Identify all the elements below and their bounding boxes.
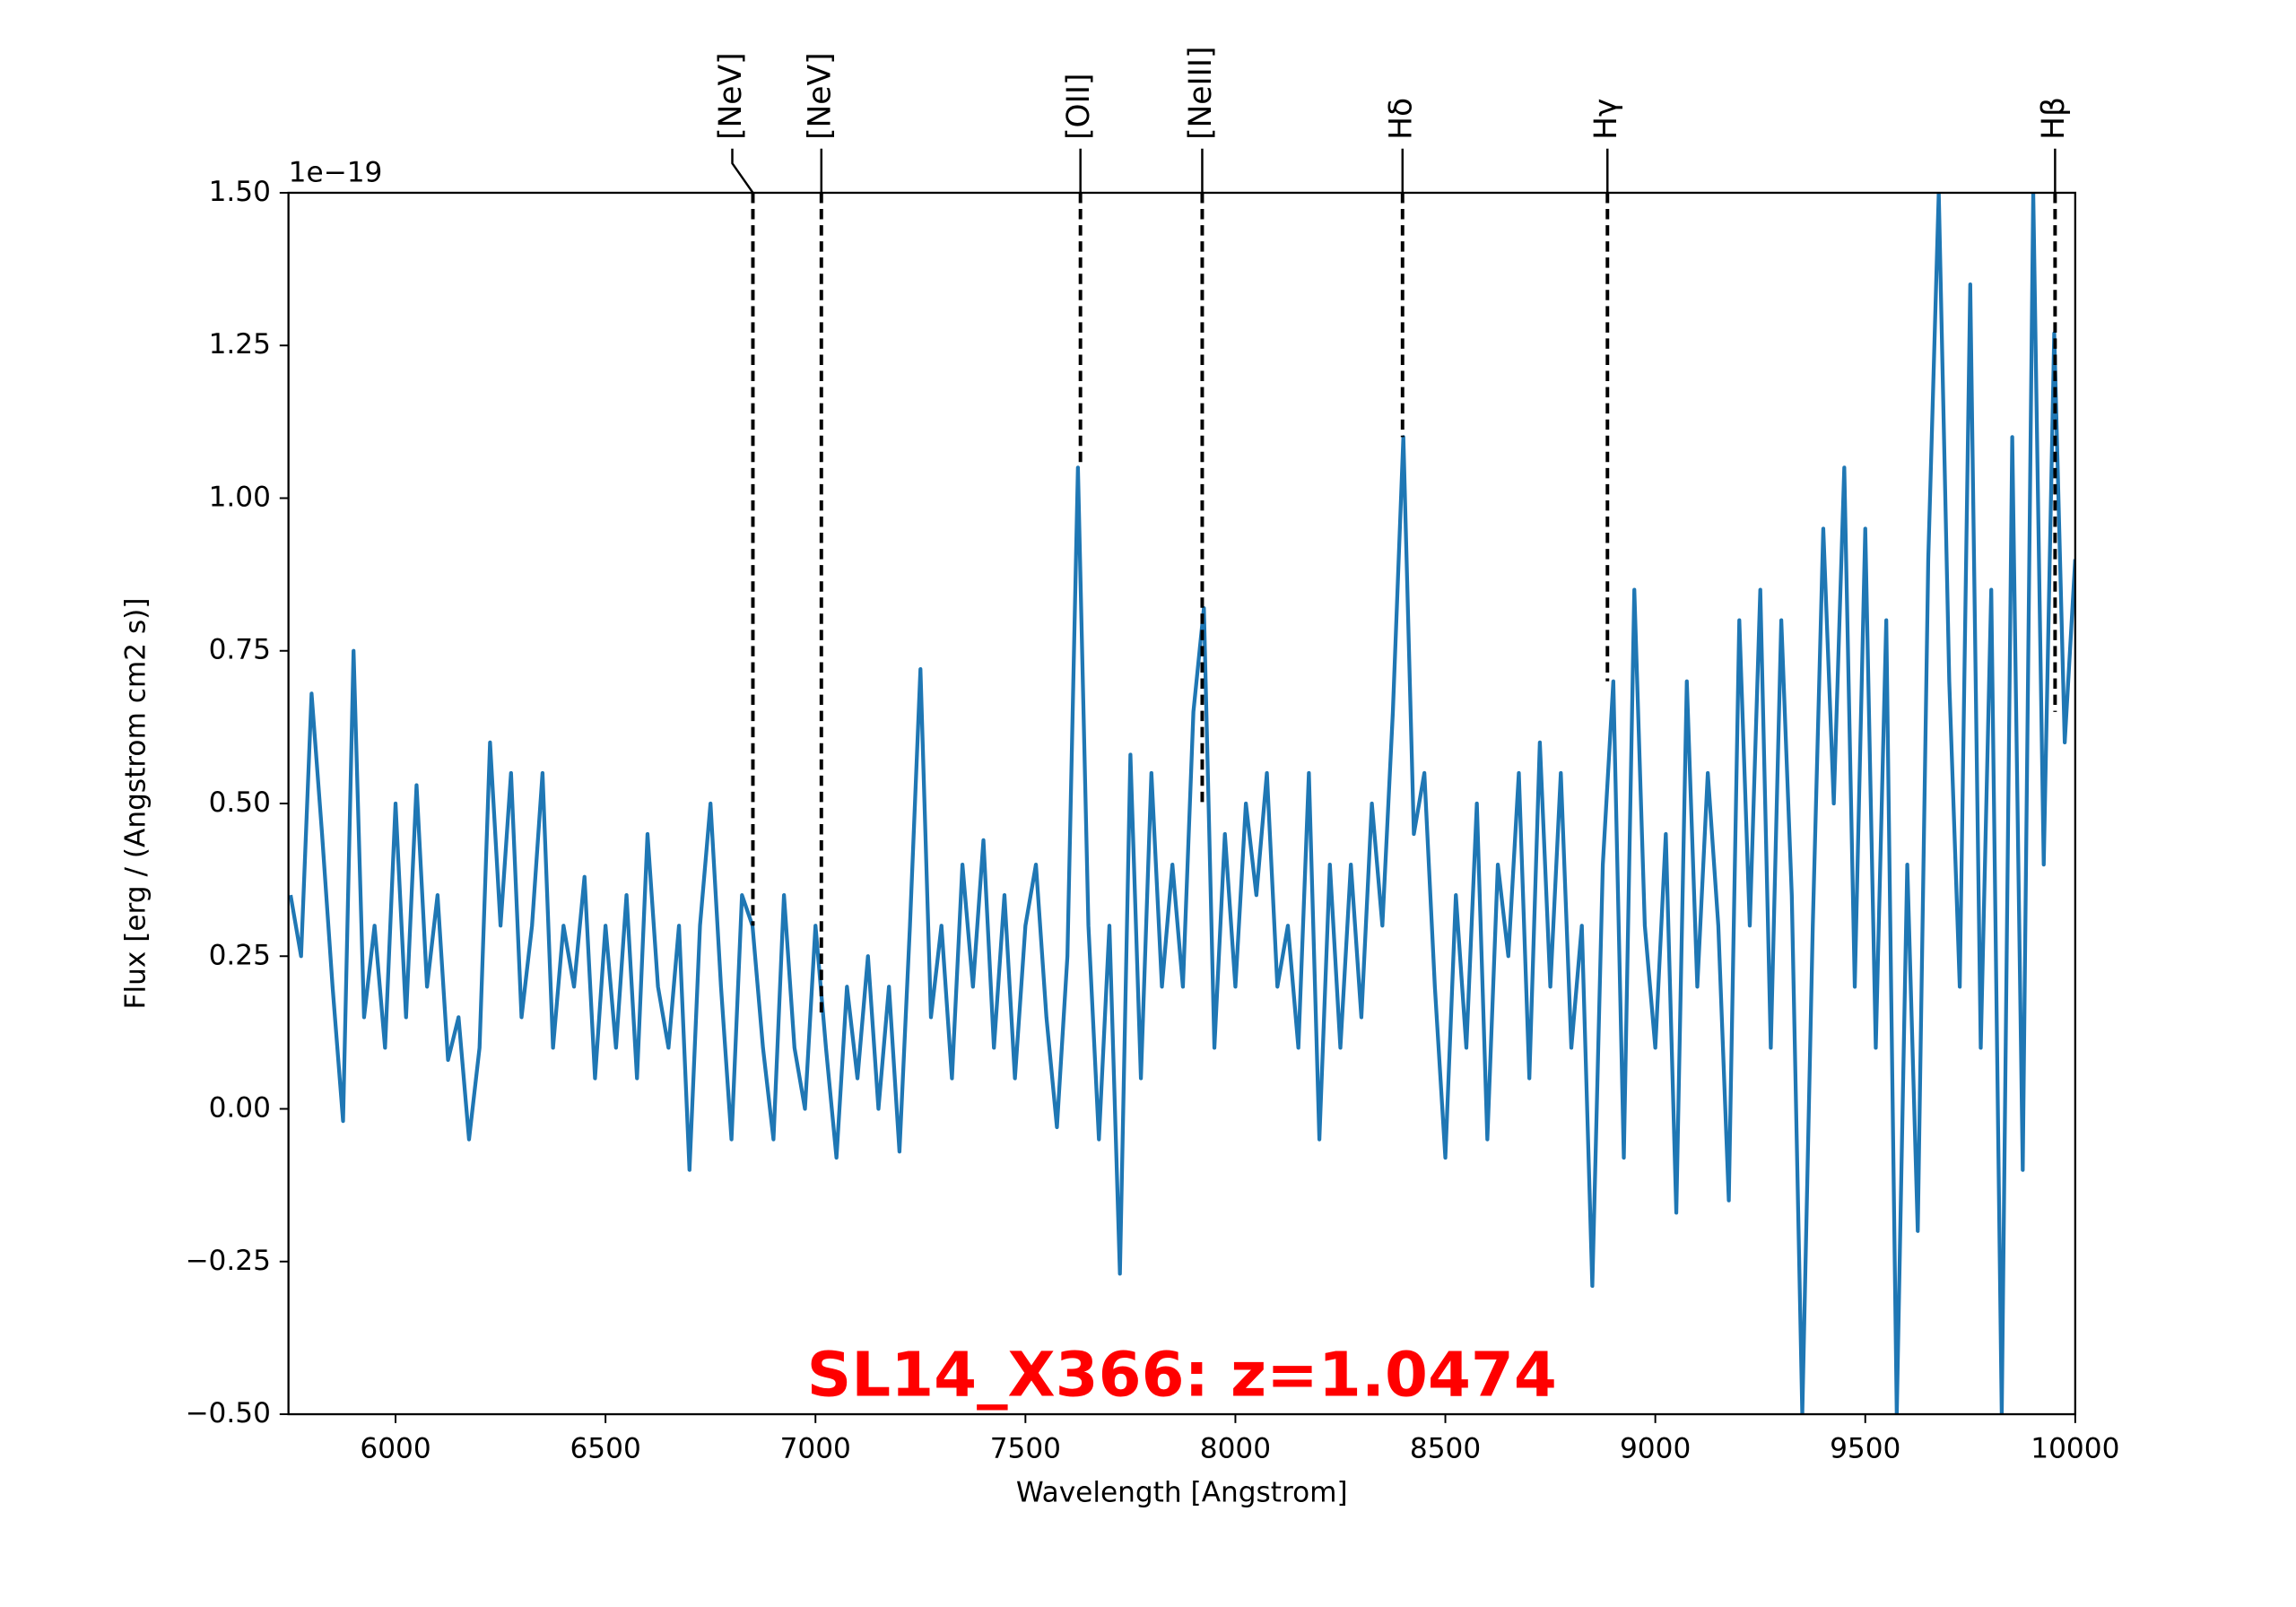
line-label: [OII] <box>1061 74 1097 140</box>
x-tick-label: 8500 <box>1410 1432 1481 1464</box>
line-marker-tick <box>731 148 754 194</box>
x-tick-label: 7000 <box>780 1432 851 1464</box>
line-label: [NeV] <box>713 52 749 139</box>
x-tick-label: 8000 <box>1200 1432 1271 1464</box>
y-tick-label: 1.25 <box>209 328 271 360</box>
y-offset-label: 1e−19 <box>289 157 383 189</box>
plot-area <box>288 192 2075 1415</box>
line-label: Hδ <box>1383 98 1419 140</box>
line-label: Hγ <box>1588 99 1624 140</box>
line-label: [NeV] <box>802 52 838 139</box>
y-tick-label: −0.25 <box>185 1245 270 1277</box>
x-tick-label: 10000 <box>2031 1432 2119 1464</box>
y-tick-label: 0.75 <box>209 634 271 666</box>
annotation: SL14_X366: z=1.0474 <box>807 1340 1557 1412</box>
y-tick-label: 0.25 <box>209 939 271 971</box>
y-tick-label: 0.00 <box>209 1092 271 1125</box>
plot-frame <box>287 191 2076 1416</box>
y-tick-label: 1.00 <box>209 481 271 513</box>
y-tick-label: 0.50 <box>209 786 271 819</box>
x-tick-label: 7500 <box>990 1432 1061 1464</box>
y-tick-label: −0.50 <box>185 1397 270 1429</box>
x-axis-label: Wavelength [Angstrom] <box>1016 1477 1348 1509</box>
y-tick-label: 1.50 <box>209 176 271 208</box>
x-tick-label: 6500 <box>570 1432 640 1464</box>
x-tick-label: 9500 <box>1830 1432 1900 1464</box>
y-axis-label: Flux [erg / (Angstrom cm2 s)] <box>120 598 152 1010</box>
line-label: Hβ <box>2036 97 2072 140</box>
line-label: [NeIII] <box>1183 47 1219 140</box>
spectrum-line <box>288 192 2075 1415</box>
x-tick-label: 6000 <box>360 1432 430 1464</box>
x-tick-label: 9000 <box>1620 1432 1691 1464</box>
